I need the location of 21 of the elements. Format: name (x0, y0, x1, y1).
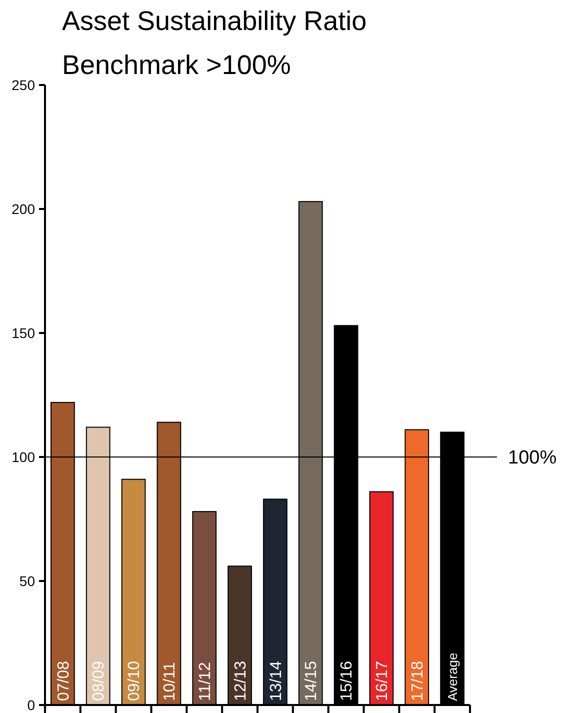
x-tick-label: 11/12 (196, 662, 214, 701)
chart-subtitle: Benchmark >100% (62, 50, 291, 80)
y-tick-label: 100 (12, 448, 36, 465)
x-tick-label: 14/15 (303, 660, 320, 701)
x-tick-label: 17/18 (409, 660, 426, 701)
y-tick-label: 250 (12, 76, 36, 93)
y-tick-label: 200 (12, 200, 36, 217)
x-tick-label: 09/10 (126, 660, 144, 701)
chart-title: Asset Sustainability Ratio (62, 6, 367, 36)
y-tick-label: 150 (12, 324, 36, 341)
x-tick-label: 15/16 (338, 660, 356, 701)
x-tick-label: 12/13 (232, 660, 250, 701)
x-tick-label: 07/08 (55, 660, 72, 701)
x-tick-label: 13/14 (268, 660, 285, 701)
x-tick-label: Average (444, 652, 460, 701)
y-tick-label: 50 (19, 572, 36, 589)
y-tick-label: 0 (27, 696, 36, 713)
x-tick-label: 16/17 (374, 660, 392, 701)
x-tick-label: 08/09 (90, 660, 108, 701)
x-tick-label: 10/11 (162, 662, 179, 701)
ref-line-label: 100% (508, 448, 557, 469)
